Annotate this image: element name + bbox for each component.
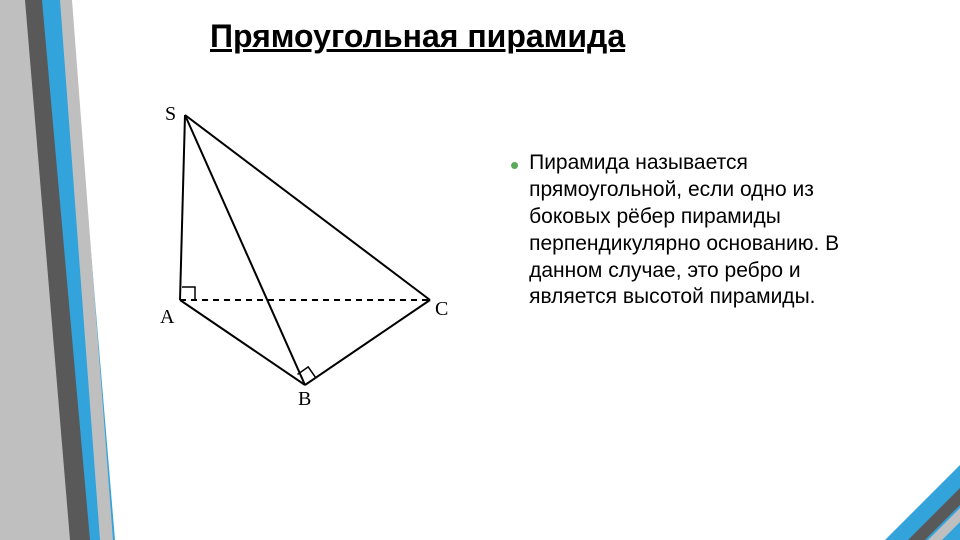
bullet-item: • Пирамида называется прямоугольной, есл… <box>510 150 850 311</box>
edge-BC <box>305 300 430 385</box>
stripe-dark <box>25 0 100 540</box>
label-C: C <box>435 298 448 320</box>
stripe-blue <box>42 0 115 540</box>
slide-title: Прямоугольная пирамида <box>210 18 625 55</box>
content-block: • Пирамида называется прямоугольной, есл… <box>510 150 850 311</box>
edge-SC <box>185 115 430 300</box>
stripe-inner <box>60 0 113 540</box>
label-A: A <box>160 306 175 328</box>
bullet-marker: • <box>510 152 519 178</box>
edge-SA <box>180 115 185 300</box>
label-S: S <box>165 103 176 125</box>
corner-decoration <box>870 450 960 540</box>
definition-text: Пирамида называется прямоугольной, если … <box>529 150 850 311</box>
left-stripe-decoration <box>0 0 115 540</box>
label-B: B <box>298 388 311 410</box>
stripe-outer <box>0 0 90 540</box>
right-angle-A <box>182 287 195 300</box>
corner-blue <box>885 465 960 540</box>
corner-light <box>928 508 960 540</box>
pyramid-diagram: S A B C <box>155 95 455 415</box>
corner-dark <box>908 488 960 540</box>
